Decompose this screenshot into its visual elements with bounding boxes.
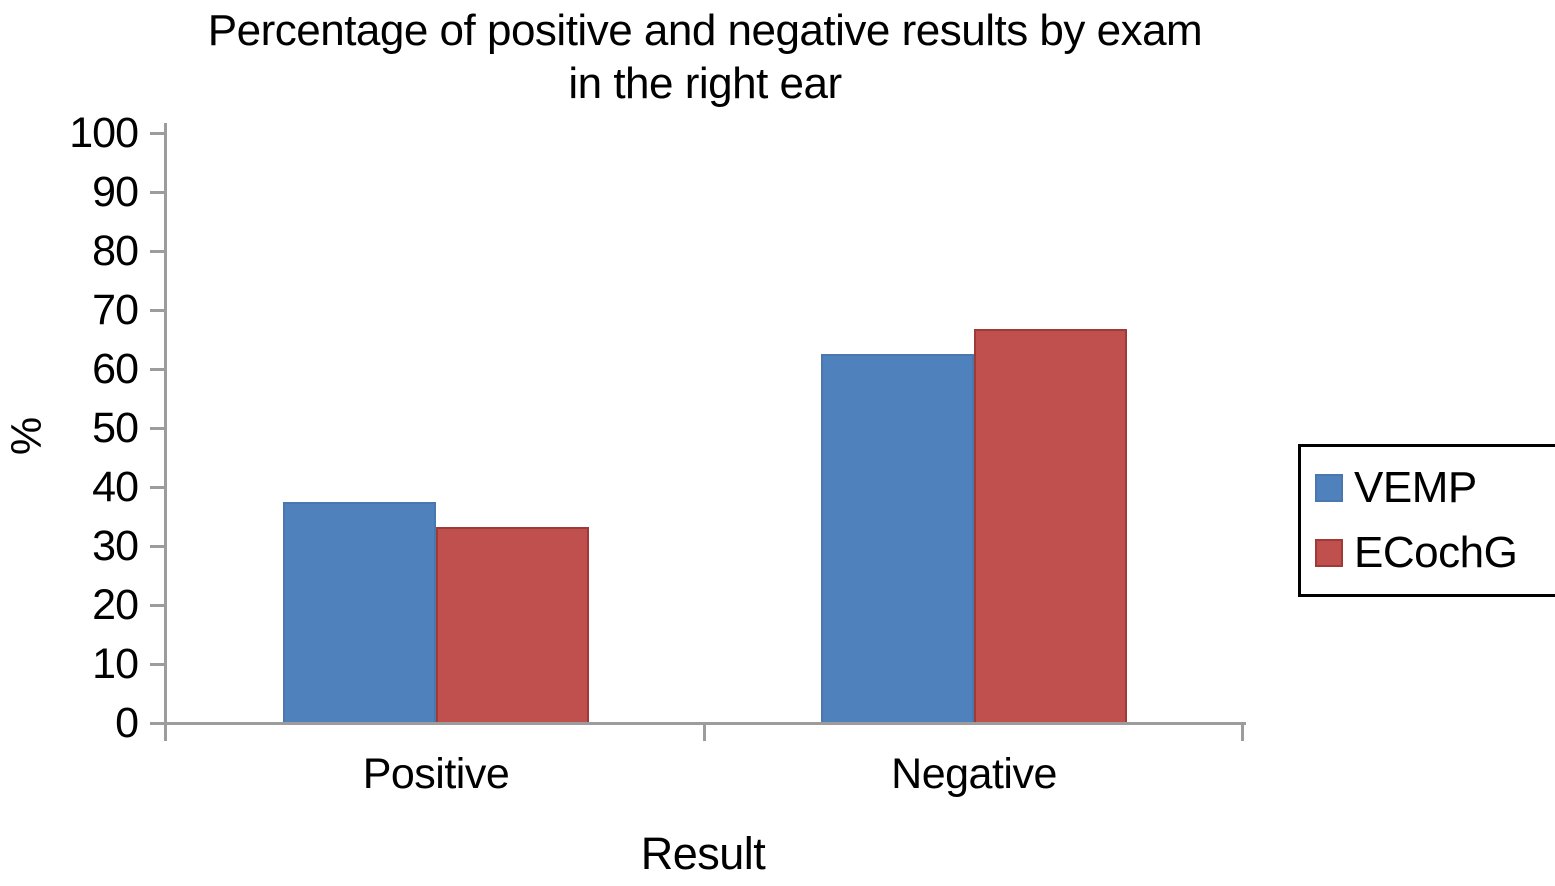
y-tick-mark-20: [150, 603, 167, 607]
y-axis-line: [164, 123, 167, 741]
legend-swatch-vemp: [1315, 473, 1343, 502]
y-tick-label-60: 60: [92, 345, 139, 393]
x-axis-label: Result: [640, 828, 766, 879]
y-tick-label-40: 40: [92, 463, 139, 511]
y-tick-mark-100: [150, 131, 167, 135]
y-tick-mark-0: [150, 721, 167, 725]
legend-swatch-ecochg: [1315, 539, 1343, 568]
y-tick-mark-10: [150, 662, 167, 666]
chart-title-line-1: Percentage of positive and negative resu…: [207, 6, 1203, 55]
y-tick-mark-40: [150, 485, 167, 489]
y-tick-label-20: 20: [92, 581, 139, 629]
bar-vemp-negative: [821, 354, 974, 723]
legend-label-ecochg: ECochG: [1354, 528, 1518, 578]
y-tick-mark-30: [150, 544, 167, 548]
y-tick-label-90: 90: [92, 168, 139, 216]
legend-item-vemp: VEMP: [1315, 463, 1555, 513]
y-tick-mark-80: [150, 249, 167, 253]
chart-title-line-2: in the right ear: [568, 59, 842, 108]
y-tick-mark-60: [150, 367, 167, 371]
x-axis-mid-tick: [703, 722, 706, 741]
y-tick-label-50: 50: [92, 404, 139, 452]
y-tick-label-70: 70: [92, 286, 139, 334]
y-tick-mark-70: [150, 308, 167, 312]
legend-label-vemp: VEMP: [1354, 462, 1477, 512]
legend: VEMP ECochG: [1298, 444, 1555, 597]
x-category-label-negative: Negative: [891, 750, 1057, 798]
bar-ecochg-negative: [974, 329, 1127, 723]
x-axis-end-tick: [1241, 722, 1244, 741]
chart-title: Percentage of positive and negative resu…: [100, 4, 1310, 110]
y-tick-label-80: 80: [92, 227, 139, 275]
y-tick-mark-50: [150, 426, 167, 430]
y-tick-label-0: 0: [115, 699, 139, 747]
bar-vemp-positive: [283, 501, 436, 723]
y-tick-mark-90: [150, 190, 167, 194]
y-tick-label-30: 30: [92, 522, 139, 570]
legend-item-ecochg: ECochG: [1315, 528, 1555, 578]
x-category-label-positive: Positive: [362, 750, 510, 798]
y-tick-label-10: 10: [92, 640, 139, 688]
y-tick-label-100: 100: [69, 109, 139, 157]
bar-ecochg-positive: [436, 526, 589, 723]
